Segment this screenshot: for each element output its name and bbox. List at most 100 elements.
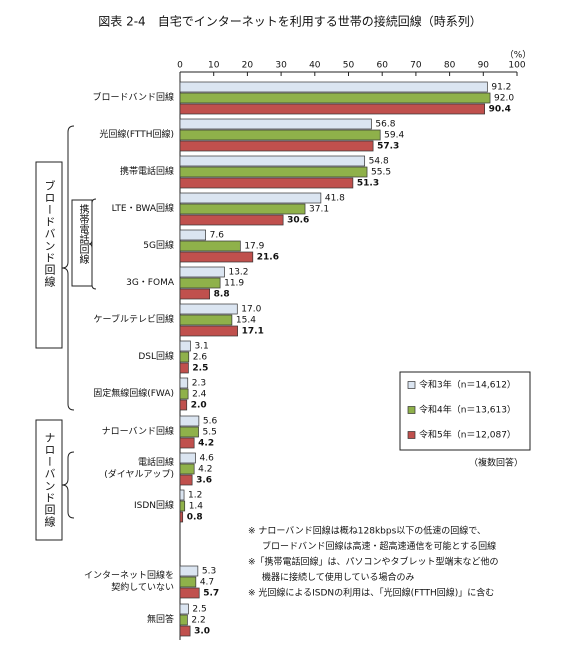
value-label: 5.5: [203, 428, 217, 438]
category-label: インターネット回線を 契約していない: [83, 571, 174, 593]
bar: [179, 500, 186, 512]
bar: [179, 388, 189, 400]
value-label: 4.2: [198, 465, 212, 475]
bar: [179, 288, 211, 300]
x-tick-label: 0: [177, 61, 183, 71]
value-label: 2.2: [191, 616, 205, 626]
value-label: 1.2: [188, 491, 202, 501]
value-label: 3.6: [196, 476, 212, 486]
value-label: 2.0: [191, 401, 207, 411]
value-label: 3.0: [194, 627, 210, 637]
bar: [179, 603, 189, 615]
bar: [179, 614, 188, 626]
x-tick-label: 100: [508, 61, 525, 71]
value-label: 4.7: [200, 578, 214, 588]
note: 機器に接続して使用している場合のみ: [262, 571, 414, 583]
legend-note: （複数回答）: [469, 457, 523, 469]
value-label: 21.6: [257, 253, 279, 263]
bar: [179, 166, 368, 178]
bar: [179, 576, 197, 588]
group-brace: [61, 125, 75, 411]
bar: [179, 81, 488, 93]
value-label: 54.8: [369, 157, 389, 167]
legend-swatch: [407, 381, 416, 389]
bar: [179, 177, 354, 189]
value-label: 2.4: [192, 390, 207, 400]
value-label: 3.1: [194, 342, 208, 352]
category-label: ブロードバンド回線: [92, 93, 174, 103]
x-tick-label: 40: [309, 61, 321, 71]
group-label: ブロードバンド回線: [43, 180, 56, 288]
bar: [179, 140, 374, 152]
bar: [179, 587, 200, 599]
value-label: 8.8: [214, 290, 230, 300]
x-tick-label: 20: [242, 61, 254, 71]
category-label: 5G回線: [143, 241, 174, 251]
legend-swatch: [407, 406, 416, 414]
value-label: 17.9: [244, 242, 264, 252]
value-label: 30.6: [287, 216, 309, 226]
note: ※ 光回線によるISDNの利用は、「光回線(FTTH回線)」に含む: [248, 587, 494, 599]
category-label: ISDN回線: [133, 501, 174, 511]
bar: [179, 92, 491, 104]
bar: [179, 340, 191, 352]
chart-title: 図表 2-4 自宅でインターネットを利用する世帯の接続回線（時系列）: [98, 14, 481, 29]
group-box: [35, 419, 63, 541]
note: ※ ナローバンド回線は概ね128kbps以下の低速の回線で、: [248, 525, 486, 537]
bar: [179, 415, 200, 427]
bar: [179, 625, 191, 637]
value-label: 2.6: [193, 353, 208, 363]
bar: [179, 426, 199, 438]
x-tick-label: 90: [478, 61, 490, 71]
value-label: 7.6: [210, 231, 225, 241]
value-label: 2.3: [192, 379, 206, 389]
value-label: 57.3: [377, 142, 399, 152]
x-tick-label: 50: [343, 61, 355, 71]
group-brace: [61, 451, 75, 519]
bar: [179, 377, 189, 389]
value-label: 0.8: [187, 513, 203, 523]
value-label: 5.7: [203, 589, 219, 599]
bar: [179, 511, 184, 523]
value-label: 37.1: [309, 205, 329, 215]
bar: [179, 103, 485, 115]
bar: [179, 118, 372, 130]
bar: [179, 452, 196, 464]
value-label: 90.4: [489, 105, 511, 115]
bar: [179, 229, 206, 241]
category-label: 3G・FOMA: [126, 278, 174, 288]
bar: [179, 240, 241, 252]
bar: [179, 277, 221, 289]
value-label: 56.8: [375, 120, 395, 130]
bar: [179, 214, 284, 226]
note: ※「携帯電話回線」は、パソコンやタブレット型端末など他の: [248, 556, 499, 568]
bar: [179, 251, 254, 263]
bar: [179, 463, 195, 475]
legend-label: 令和4年（n＝13,613）: [419, 404, 516, 416]
x-tick-label: 60: [376, 61, 388, 71]
category-label: ケーブルテレビ回線: [93, 315, 174, 325]
x-tick-label: 30: [275, 61, 287, 71]
bar: [179, 129, 381, 141]
bar: [179, 266, 225, 278]
legend-label: 令和3年（n＝14,612）: [419, 379, 516, 391]
legend-label: 令和5年（n＝12,087）: [419, 429, 516, 441]
category-label: 電話回線 (ダイヤルアップ): [104, 458, 174, 480]
bar: [179, 474, 193, 486]
group-label: ナローバンド回線: [43, 432, 56, 528]
value-label: 41.8: [325, 194, 345, 204]
x-tick-label: 70: [410, 61, 422, 71]
value-label: 59.4: [384, 131, 404, 141]
group-box: [71, 199, 93, 287]
legend-box: [399, 371, 531, 451]
value-label: 2.5: [192, 364, 208, 374]
category-label: 光回線(FTTH回線): [99, 130, 174, 140]
axis-unit: （%）: [505, 50, 532, 61]
x-tick-label: 80: [444, 61, 456, 71]
note: ブロードバンド回線は高速・超高速通信を可能とする回線: [262, 540, 496, 552]
category-label: 携帯電話回線: [119, 167, 174, 177]
bar: [179, 203, 306, 215]
value-label: 15.4: [236, 316, 256, 326]
legend-swatch: [407, 431, 416, 439]
